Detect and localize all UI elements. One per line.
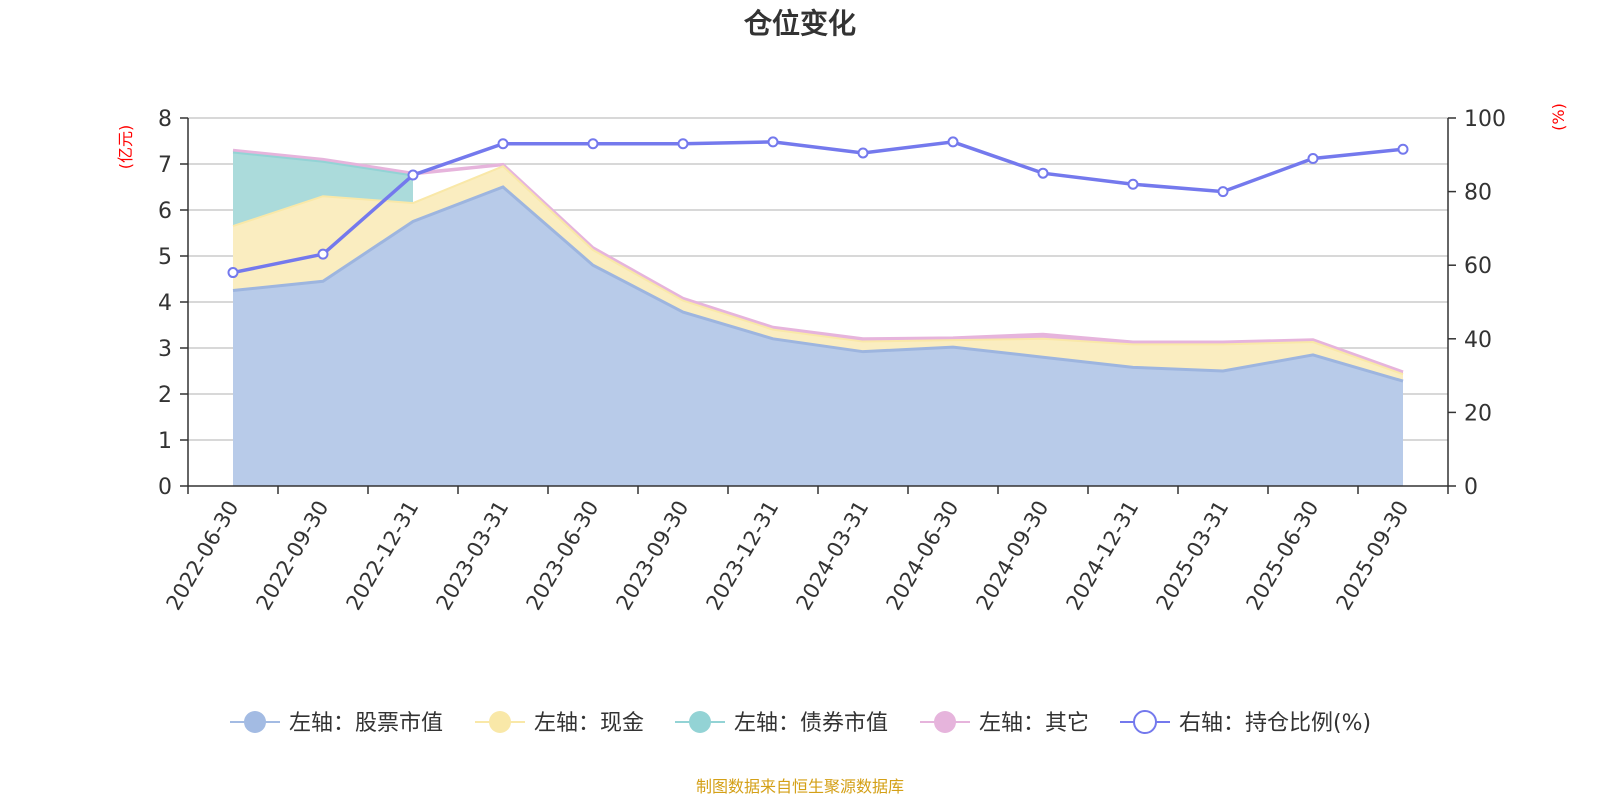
- left-axis-tick-label: 5: [158, 245, 172, 270]
- cash-line: [232, 165, 1404, 376]
- x-axis-tick-label: 2023-12-31: [702, 497, 784, 615]
- left-axis-tick-label: 4: [158, 291, 172, 316]
- legend-item: 左轴：其它: [920, 711, 1089, 736]
- right-axis-tick-label: 40: [1464, 328, 1492, 353]
- legend-item: 右轴：持仓比例(%): [1120, 710, 1371, 736]
- x-axis-tick-label: 2024-09-30: [972, 497, 1054, 615]
- ratio-line: [232, 140, 1404, 275]
- ratio-point: [1127, 178, 1139, 190]
- area-layer: [232, 148, 1404, 486]
- right-axis-tick-label: 20: [1464, 401, 1492, 426]
- left-axis-tick-label: 6: [158, 199, 172, 224]
- ratio-point: [317, 248, 329, 260]
- ratio-point: [857, 147, 869, 159]
- legend-swatch-marker: [489, 711, 511, 733]
- legend: 左轴：股票市值 左轴：现金 左轴：债券市值 左轴：其它 右轴：持仓比例(%): [230, 710, 1371, 736]
- left-axis-tick-label: 2: [158, 383, 172, 408]
- left-axis-tick-label: 3: [158, 337, 172, 362]
- legend-swatch-marker: [244, 711, 266, 733]
- ratio-point: [1217, 186, 1229, 198]
- legend-label: 左轴：其它: [979, 711, 1089, 736]
- stock-line: [232, 185, 1404, 383]
- left-axis-tick-label: 0: [158, 475, 172, 500]
- left-axis-unit: (亿元): [116, 125, 135, 170]
- right-axis-unit: (%): [1549, 103, 1568, 131]
- legend-label: 左轴：股票市值: [289, 711, 443, 736]
- ratio-point: [407, 169, 419, 181]
- legend-label: 右轴：持仓比例(%): [1179, 711, 1371, 736]
- left-axis-tick-label: 8: [158, 107, 172, 132]
- ratio-point: [497, 138, 509, 150]
- left-axis-tick-label: 1: [158, 429, 172, 454]
- right-axis-tick-label: 0: [1464, 475, 1478, 500]
- ratio-point: [677, 138, 689, 150]
- left-axis-tick-label: 7: [158, 153, 172, 178]
- legend-label: 左轴：债券市值: [734, 711, 888, 736]
- ratio-point: [1037, 167, 1049, 179]
- legend-swatch-marker: [1133, 710, 1157, 734]
- x-axis-tick-label: 2025-06-30: [1242, 497, 1324, 615]
- legend-item: 左轴：股票市值: [230, 711, 443, 736]
- ratio-point: [1307, 152, 1319, 164]
- source-note: 制图数据来自恒生聚源数据库: [696, 777, 904, 796]
- ratio-point: [767, 136, 779, 148]
- x-axis-tick-label: 2023-09-30: [612, 497, 694, 615]
- chart-title: 仓位变化: [744, 7, 856, 40]
- right-axis-tick-label: 80: [1464, 181, 1492, 206]
- x-axis-tick-label: 2023-06-30: [522, 497, 604, 615]
- ratio-point: [1397, 143, 1409, 155]
- legend-label: 左轴：现金: [534, 711, 644, 736]
- x-axis-tick-label: 2024-03-31: [792, 497, 874, 615]
- legend-item: 左轴：债券市值: [675, 711, 888, 736]
- x-axis-tick-label: 2025-03-31: [1152, 497, 1234, 615]
- legend-item: 左轴：现金: [475, 711, 644, 736]
- x-axis-tick-label: 2024-12-31: [1062, 497, 1144, 615]
- right-axis-tick-label: 100: [1464, 107, 1506, 132]
- line-layer: [227, 136, 1409, 279]
- x-axis-tick-label: 2022-09-30: [252, 497, 334, 615]
- ratio-point: [587, 138, 599, 150]
- x-axis-tick-label: 2022-06-30: [162, 497, 244, 615]
- other-line: [232, 148, 1404, 374]
- right-axis-tick-label: 60: [1464, 254, 1492, 279]
- bond-area: [233, 152, 413, 227]
- x-axis-tick-label: 2025-09-30: [1332, 497, 1414, 615]
- x-axis-tick-label: 2023-03-31: [432, 497, 514, 615]
- ratio-point: [227, 267, 239, 279]
- bond-line: [232, 151, 414, 177]
- x-axis-tick-label: 2024-06-30: [882, 497, 964, 615]
- ratio-point: [947, 136, 959, 148]
- legend-swatch-marker: [689, 711, 711, 733]
- stock-area: [233, 187, 1403, 486]
- legend-swatch-marker: [934, 711, 956, 733]
- x-axis-tick-label: 2022-12-31: [342, 497, 424, 615]
